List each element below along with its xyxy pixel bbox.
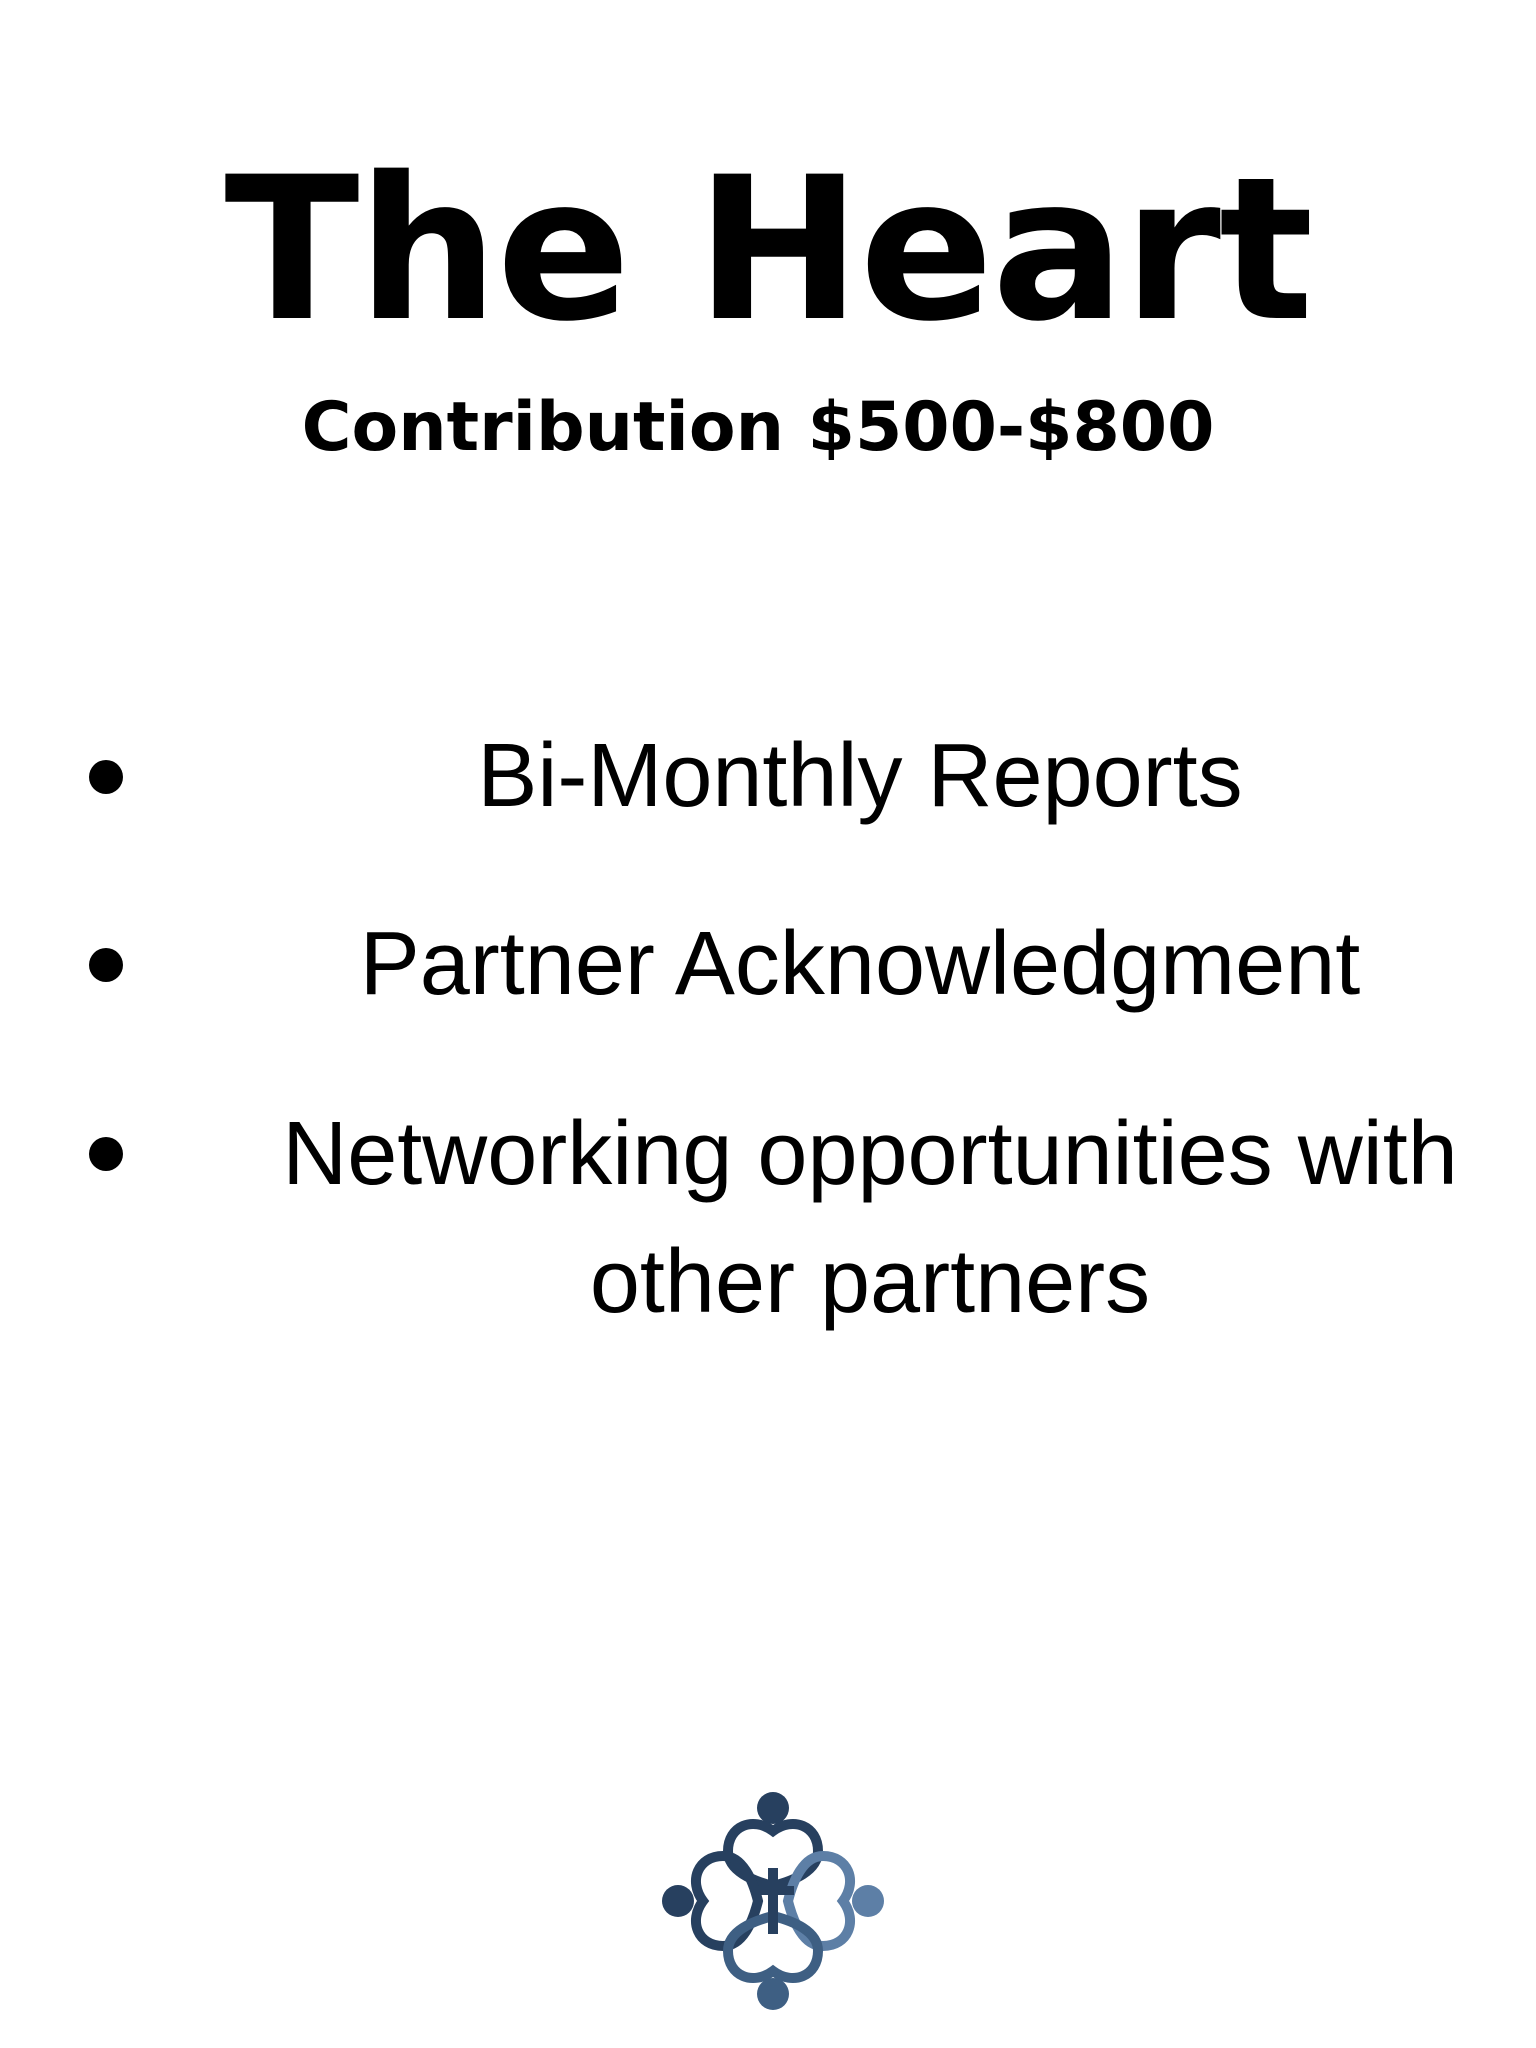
contribution-range: Contribution $500-$800 [301,388,1215,467]
benefit-label: Partner Acknowledgment [359,914,1361,1014]
benefits-list: Bi-Monthly Reports Partner Acknowledgmen… [89,726,1458,1332]
bullet-icon [89,760,123,794]
benefit-label: Networking opportunities with other part… [282,1104,1458,1332]
benefit-label: Bi-Monthly Reports [477,726,1243,826]
bullet-icon [89,948,123,982]
page-title: The Heart [224,134,1313,365]
bullet-icon [89,1137,123,1171]
people-circle-cross-logo-icon [662,1792,884,2010]
